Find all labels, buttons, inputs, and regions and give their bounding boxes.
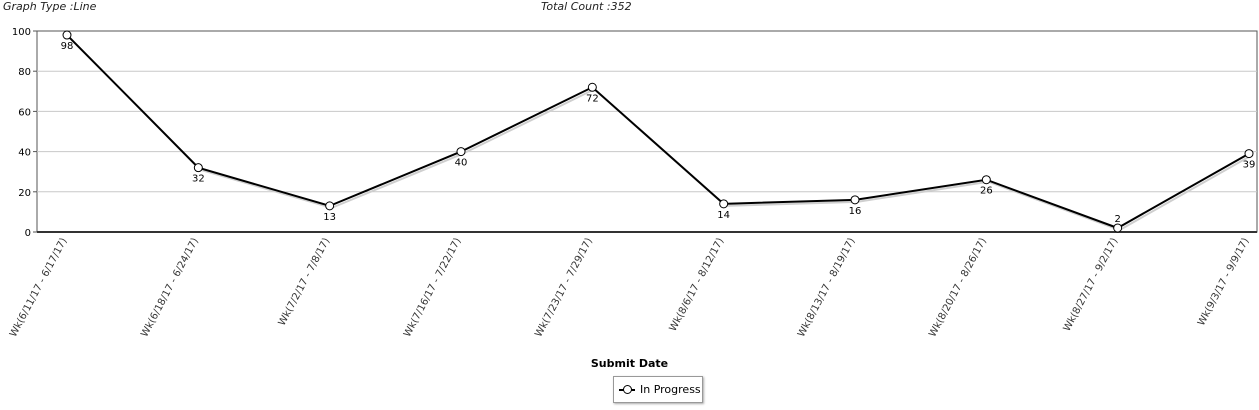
data-label: 13 [323,212,336,223]
y-tick-label: 20 [18,188,31,199]
line-chart: 0 20 40 60 80 100 Wk(6/11/17 - 6/17/17) Wk(6/18… [8,27,1258,339]
legend-series-marker-icon [619,384,635,395]
data-point [1244,149,1254,159]
data-point [587,82,597,92]
legend-series-label: In Progress [640,383,701,396]
x-tick-label: Wk(7/23/17 - 7/29/17) [533,236,595,339]
x-tick-label: Wk(7/2/17 - 7/8/17) [277,236,333,328]
y-tick-label: 100 [12,27,31,38]
data-label: 16 [849,206,862,217]
y-tick-label: 80 [18,67,31,78]
data-label: 26 [980,186,993,197]
data-point [850,195,860,205]
data-point [325,201,335,211]
data-label: 98 [61,41,74,52]
data-point [456,147,466,157]
x-tick-label: Wk(8/20/17 - 8/26/17) [927,236,989,339]
data-point [981,175,991,185]
plot-area [36,30,1258,233]
data-label: 39 [1243,160,1256,171]
x-tick-label: Wk(7/16/17 - 7/22/17) [402,236,464,339]
x-tick-label: Wk(8/6/17 - 8/12/17) [668,236,727,333]
x-tick-label: Wk(6/11/17 - 6/17/17) [8,236,70,339]
y-tick-label: 60 [18,107,31,118]
data-point [1113,223,1123,233]
data-label: 2 [1114,214,1120,225]
data-point [62,30,72,40]
x-tick-label: Wk(8/13/17 - 8/19/17) [796,236,858,339]
x-tick-label: Wk(8/27/17 - 9/2/17) [1062,236,1121,333]
y-tick-label: 40 [18,148,31,159]
y-tick-label: 0 [25,228,31,239]
data-point [193,163,203,173]
data-label: 14 [717,210,730,221]
total-count-label: Total Count :352 [541,0,632,13]
data-point [719,199,729,209]
data-label: 72 [586,93,599,104]
x-tick-label: Wk(6/18/17 - 6/24/17) [139,236,201,339]
x-tick-label: Wk(9/3/17 - 9/9/17) [1196,236,1252,328]
x-axis-title: Submit Date [590,357,669,370]
chart-legend[interactable]: In Progress [613,376,703,403]
series-line [66,34,1250,230]
data-label: 32 [192,174,205,185]
data-label: 40 [455,158,468,169]
graph-type-label: Graph Type :Line [3,0,97,13]
